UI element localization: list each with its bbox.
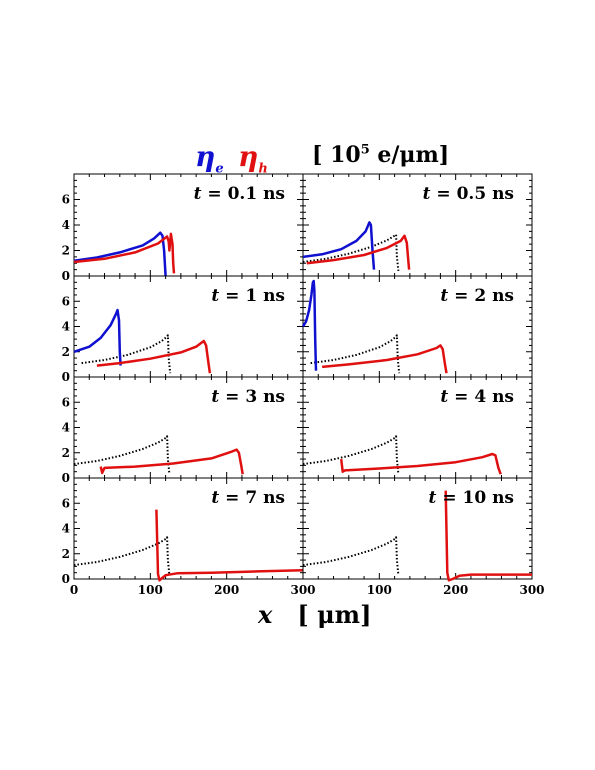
units-prefix: [ 10 [312,142,361,168]
panel-6-title: t = 4 ns [440,387,514,407]
panel-2-series-eta-h [306,234,411,270]
units-suffix: e/μm] [369,142,450,168]
panel-8-xtick-label: 300 [519,583,544,597]
panel-7-xtick-label: 0 [70,583,78,597]
panel-2-title: t = 0.5 ns [423,184,514,204]
panel-6-series-eta-h [339,452,502,475]
panel-7-series-reference [73,536,171,576]
panel-2-series-reference [302,233,400,272]
panel-7-series-eta-h [155,509,304,582]
panel-2-series-eta-e [302,221,376,270]
panel-1-series-eta-h [73,232,176,274]
legend-eta-e-sub: e [215,161,224,177]
legend-eta-e-symbol: η [195,140,216,173]
panel-7-ytick-label: 4 [62,522,70,536]
panel-8-xtick-label: 200 [443,583,468,597]
legend-eta-h-sub: h [258,161,268,177]
panel-7-xtick-label: 100 [138,583,163,597]
panel-5-ytick-label: 4 [62,421,70,435]
panel-7-xtick-label: 300 [290,583,315,597]
panel-7-title: t = 7 ns [211,488,285,508]
panel-5-ytick-label: 2 [62,446,70,460]
legend-eta-h: ηh [238,140,268,177]
panel-1-title: t = 0.1 ns [194,184,285,204]
legend-eta-e: ηe [195,140,224,177]
panel-5-ytick-label: 0 [62,471,70,485]
panel-8-title: t = 10 ns [429,488,514,508]
panel-3-title: t = 1 ns [211,286,285,306]
x-axis-title: x [ μm] [258,600,371,629]
panel-4-title: t = 2 ns [440,286,514,306]
panel-1-ytick-label: 2 [62,244,70,258]
panel-3-ytick-label: 6 [62,294,70,308]
panel-1-ytick-label: 4 [62,218,70,232]
panel-4-series-eta-h [321,344,448,374]
panel-5-series-eta-h [99,448,244,475]
panel-7-xtick-label: 200 [214,583,239,597]
panel-7-ytick-label: 6 [62,496,70,510]
units-exponent: 5 [360,142,370,158]
panel-7-ytick-label: 2 [62,547,70,561]
panel-4-series-eta-e [301,279,318,371]
panel-3-ytick-label: 0 [62,370,70,384]
panel-3-series-eta-h [96,339,212,374]
x-axis-units: [ μm] [297,600,372,629]
legend-eta-h-symbol: η [238,140,259,173]
x-axis-var: x [258,600,273,629]
panel-3-ytick-label: 2 [62,345,70,359]
panel-3-series-eta-e [73,308,122,366]
panel-8-series-reference [302,536,400,576]
panel-3-ytick-label: 4 [62,320,70,334]
panel-5-title: t = 3 ns [211,387,285,407]
panel-8-series-eta-h [444,490,532,582]
units-label: [ 105 e/μm] [312,142,449,168]
panel-7-ytick-label: 0 [62,572,70,586]
panel-5-series-reference [73,435,171,475]
panel-1-series-eta-e [73,231,167,277]
panel-1-ytick-label: 0 [62,269,70,283]
panel-8-xtick-label: 100 [367,583,392,597]
panel-5-ytick-label: 6 [62,395,70,409]
panel-1-ytick-label: 6 [62,193,70,207]
